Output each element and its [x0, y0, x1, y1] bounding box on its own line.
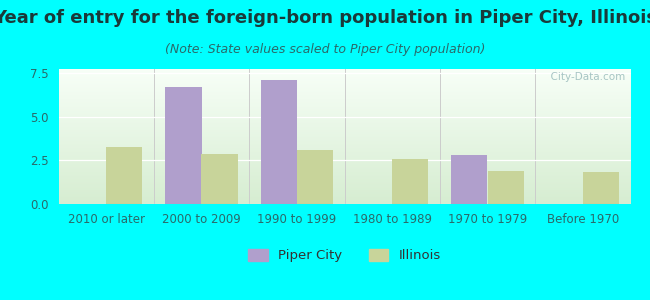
Bar [583, 172, 619, 204]
Text: (Note: State values scaled to Piper City population): (Note: State values scaled to Piper City… [165, 44, 485, 56]
Bar [297, 150, 333, 204]
Bar [392, 159, 428, 204]
Text: City-Data.com: City-Data.com [543, 72, 625, 82]
Bar [202, 154, 238, 204]
Bar [261, 80, 297, 204]
Bar [488, 171, 524, 204]
Bar [451, 155, 488, 204]
Bar [106, 146, 142, 204]
Bar [165, 87, 202, 204]
Text: Year of entry for the foreign-born population in Piper City, Illinois: Year of entry for the foreign-born popul… [0, 9, 650, 27]
Legend: Piper City, Illinois: Piper City, Illinois [242, 244, 447, 268]
